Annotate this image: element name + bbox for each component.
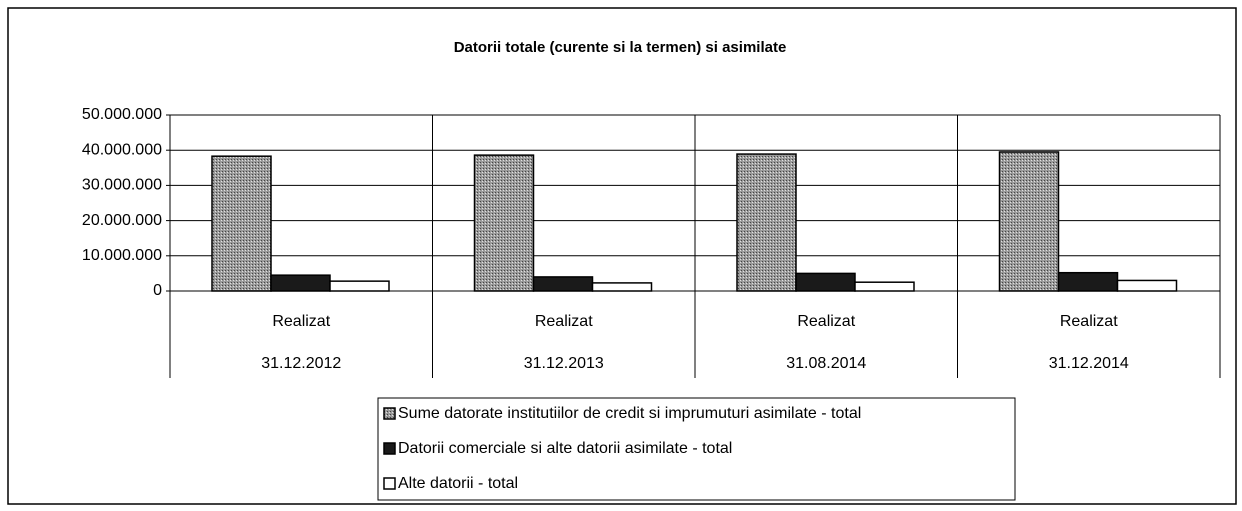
bar xyxy=(795,272,856,292)
bar xyxy=(736,153,797,292)
x-tick-label: Realizat xyxy=(1060,313,1118,330)
bar xyxy=(998,151,1060,292)
x-tick-date: 31.12.2014 xyxy=(1049,355,1129,372)
bar xyxy=(1116,279,1178,292)
legend-swatch xyxy=(383,407,396,420)
bar xyxy=(591,282,653,292)
y-tick-label: 0 xyxy=(153,282,162,299)
bar xyxy=(532,276,594,292)
legend-box xyxy=(377,397,1016,501)
legend-label: Sume datorate institutiilor de credit si… xyxy=(398,405,861,422)
y-tick-label: 10.000.000 xyxy=(82,247,162,264)
x-tick-label: Realizat xyxy=(272,313,330,330)
bar xyxy=(1057,271,1119,292)
x-tick-date: 31.12.2012 xyxy=(261,355,341,372)
y-tick-label: 30.000.000 xyxy=(82,177,162,194)
x-tick-date: 31.12.2013 xyxy=(524,355,604,372)
frame xyxy=(7,7,1237,505)
bar xyxy=(211,155,272,292)
legend-swatch xyxy=(383,477,396,490)
x-tick-label: Realizat xyxy=(535,313,593,330)
chart-title: Datorii totale (curente si la termen) si… xyxy=(454,39,787,56)
legend-label: Datorii comerciale si alte datorii asimi… xyxy=(398,440,732,457)
legend-label: Alte datorii - total xyxy=(398,475,518,492)
x-tick-date: 31.08.2014 xyxy=(786,355,866,372)
legend-swatch xyxy=(383,442,396,455)
y-tick-label: 20.000.000 xyxy=(82,212,162,229)
x-tick-label: Realizat xyxy=(797,313,855,330)
bar xyxy=(329,280,390,292)
bar xyxy=(473,154,535,292)
y-tick-label: 40.000.000 xyxy=(82,141,162,158)
bar xyxy=(270,274,331,292)
y-tick-label: 50.000.000 xyxy=(82,106,162,123)
bar xyxy=(854,281,915,292)
